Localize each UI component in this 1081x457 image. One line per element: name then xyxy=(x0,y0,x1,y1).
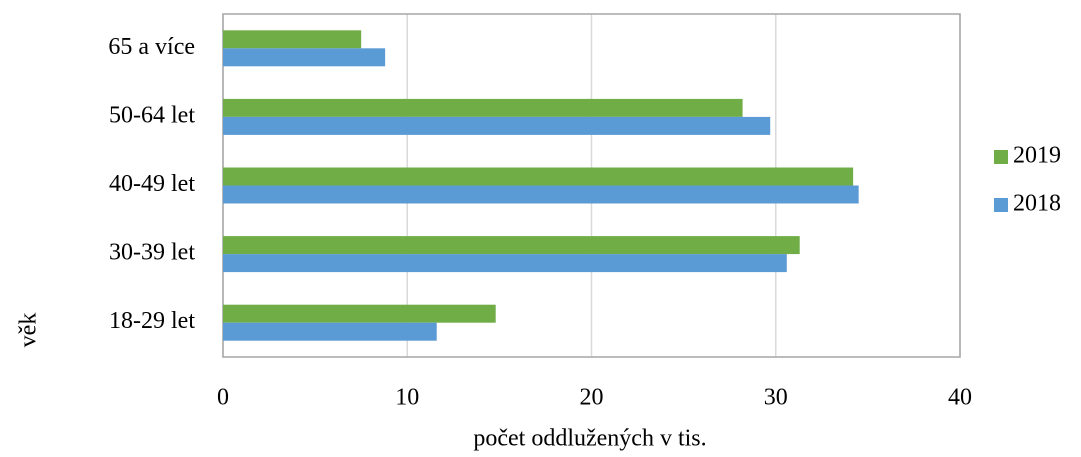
legend-label: 2018 xyxy=(1013,191,1061,217)
x-tick-label: 0 xyxy=(217,385,229,411)
x-tick-label: 40 xyxy=(948,385,972,411)
y-tick-label: 18-29 let xyxy=(109,308,195,334)
bar xyxy=(223,236,800,255)
legend-label: 2019 xyxy=(1013,143,1061,169)
bar xyxy=(223,48,386,67)
bar xyxy=(223,30,362,49)
bar xyxy=(223,254,787,273)
bar xyxy=(223,322,437,341)
bar xyxy=(223,185,859,204)
y-axis-title: věk xyxy=(16,313,42,348)
y-tick-label: 30-39 let xyxy=(109,240,195,266)
x-tick-label: 30 xyxy=(764,385,788,411)
x-axis-title: počet oddlužených v tis. xyxy=(473,426,706,452)
bar xyxy=(223,116,771,135)
y-tick-label: 40-49 let xyxy=(109,171,195,197)
y-tick-label: 50-64 let xyxy=(109,102,195,128)
bar xyxy=(223,98,743,117)
y-tick-label: 65 a více xyxy=(108,34,195,60)
x-tick-label: 20 xyxy=(580,385,604,411)
bar xyxy=(223,167,854,186)
legend-swatch xyxy=(994,198,1008,212)
x-tick-label: 10 xyxy=(395,385,419,411)
bar xyxy=(223,304,496,323)
legend-swatch xyxy=(994,150,1008,164)
